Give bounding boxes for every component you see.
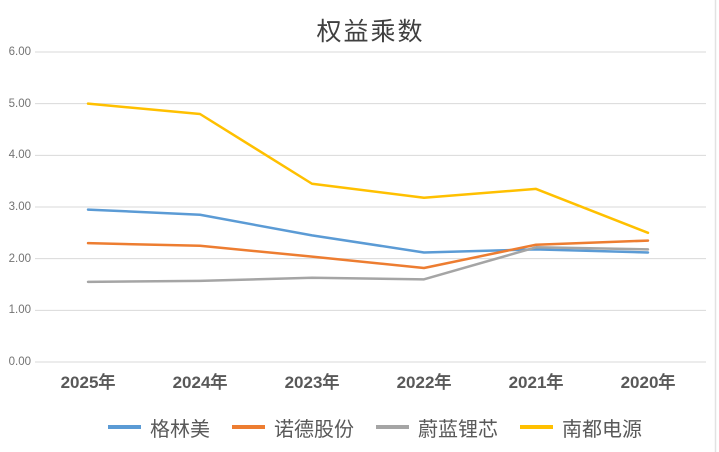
x-tick-label: 2022年 [396,373,452,392]
y-tick-label: 0.00 [8,356,31,368]
y-tick-label: 1.00 [8,304,31,317]
x-tick-label: 2023年 [284,373,340,392]
x-tick-label: 2024年 [172,373,228,392]
series-line-1 [86,239,650,270]
legend-label: 南都电源 [562,418,642,441]
legend-item-1: 诺德股份 [232,413,354,442]
legend-label: 格林美 [150,418,210,441]
legend-label: 蔚蓝锂芯 [418,418,498,441]
legend-swatch-icon [108,425,141,429]
y-tick-label: 4.00 [8,149,31,162]
series-line-2 [86,246,650,284]
y-tick-label: 2.00 [8,252,31,265]
y-tick-label: 5.00 [8,97,31,110]
x-tick-label: 2020年 [620,373,676,392]
legend-swatch-icon [232,425,265,429]
series-line-3 [86,102,650,235]
series-line-0 [86,208,650,254]
legend-swatch-icon [376,425,409,429]
legend: 格林美 诺德股份 蔚蓝锂芯 南都电源 [35,411,715,443]
y-tick-label: 6.00 [8,46,31,58]
y-tick-label: 3.00 [8,201,31,213]
x-tick-label: 2021年 [508,373,564,392]
legend-swatch-icon [520,425,553,429]
x-tick-label: 2025年 [60,373,116,392]
legend-label: 诺德股份 [274,418,354,441]
legend-item-0: 格林美 [108,413,210,442]
chart-title: 权益乘数 [316,19,425,46]
legend-item-2: 蔚蓝锂芯 [376,413,498,442]
legend-item-3: 南都电源 [520,413,642,442]
